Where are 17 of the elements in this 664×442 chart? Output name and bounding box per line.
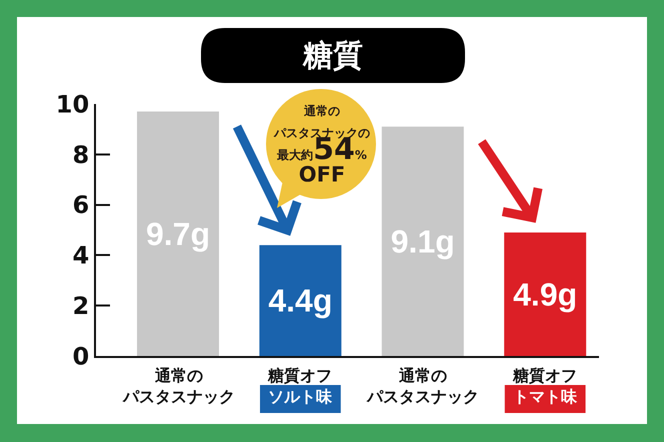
- data-label: 4.9g: [513, 276, 578, 312]
- y-tick-label: 2: [72, 292, 90, 320]
- bar: [382, 126, 464, 356]
- x-tick-label: 糖質オフソルト味: [267, 366, 333, 406]
- y-tick-label: 10: [56, 90, 90, 118]
- y-tick-label: 8: [72, 140, 90, 169]
- x-tick-label: 通常のパスタスナック: [366, 366, 479, 406]
- y-tick-label: 4: [72, 242, 90, 270]
- bar: [259, 245, 342, 356]
- y-tick-label: 6: [72, 191, 90, 220]
- x-tick-label: 糖質オフトマト味: [512, 366, 578, 406]
- bar: [504, 232, 586, 356]
- data-label: 4.4g: [268, 282, 332, 319]
- bar: [137, 112, 219, 356]
- chart-title: 糖質: [302, 38, 363, 74]
- y-tick-label: 0: [72, 342, 90, 370]
- x-tick-label: 通常のパスタスナック: [122, 366, 235, 406]
